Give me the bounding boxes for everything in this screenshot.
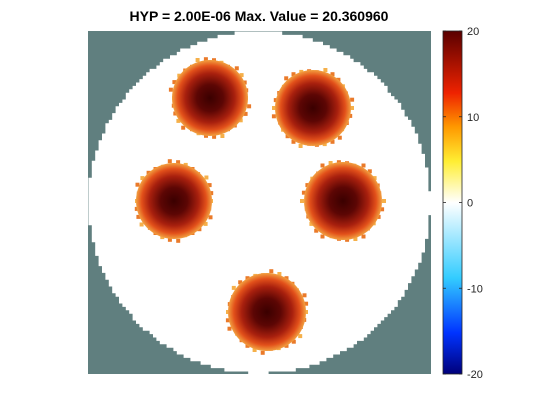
blob-top-right bbox=[275, 70, 351, 146]
blob-bottom bbox=[228, 273, 306, 351]
image-axes bbox=[88, 31, 431, 374]
colorbar-tick-label: -20 bbox=[467, 369, 483, 381]
blob-top-left bbox=[172, 60, 248, 136]
colorbar-tick-label: -10 bbox=[467, 283, 483, 295]
colorbar-gradient bbox=[443, 31, 462, 374]
inclusions-layer bbox=[134, 57, 386, 355]
colorbar: 20 10 0 -10 -20 bbox=[442, 26, 483, 381]
colorbar-tick-label: 0 bbox=[467, 198, 473, 210]
chart-title: HYP = 2.00E-06 Max. Value = 20.360960 bbox=[130, 8, 389, 24]
colorbar-ticks: 20 10 0 -10 -20 bbox=[443, 26, 483, 381]
colorbar-tick-label: 10 bbox=[467, 112, 479, 124]
blob-mid-left bbox=[136, 163, 212, 239]
colorbar-tick-label: 20 bbox=[467, 26, 479, 38]
blob-mid-right bbox=[304, 162, 382, 240]
